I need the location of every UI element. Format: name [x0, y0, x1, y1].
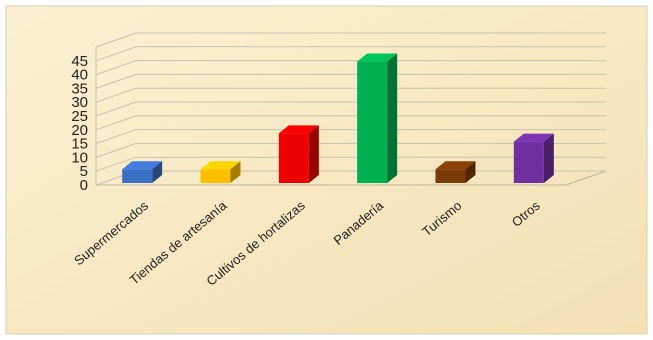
bar-side: [465, 161, 476, 183]
gridline-side: [95, 32, 137, 48]
gridline-side: [95, 129, 137, 145]
gridline-side: [95, 156, 137, 172]
y-tick-label: 45: [71, 53, 88, 70]
y-tick-label: 35: [71, 80, 88, 97]
bar-top: [513, 133, 554, 142]
bar-front: [513, 141, 544, 183]
bar: [513, 133, 554, 183]
bar: [200, 161, 241, 183]
bar-side: [308, 125, 319, 183]
bar-front: [278, 133, 309, 183]
gridline-side: [95, 60, 137, 76]
bar-top: [278, 125, 319, 134]
bar: [122, 161, 163, 183]
bar-front: [122, 169, 153, 183]
y-tick-label: 0: [80, 177, 88, 194]
bar-front: [435, 169, 466, 183]
bar: [278, 125, 319, 183]
bar-top: [122, 161, 163, 170]
bar-side: [543, 133, 554, 183]
bar: [357, 53, 398, 184]
y-tick-label: 40: [71, 67, 88, 84]
bars-layer: [122, 53, 554, 184]
bar-side: [152, 161, 163, 183]
bar-side: [387, 53, 398, 184]
y-tick-label: 20: [71, 122, 88, 139]
gridline-side: [95, 115, 137, 131]
bar: [435, 161, 476, 183]
y-tick-label: 15: [71, 136, 88, 153]
floor-right-edge: [565, 170, 607, 186]
gridline-side: [95, 101, 137, 117]
y-tick-label: 30: [71, 94, 88, 111]
gridline-side: [95, 46, 137, 62]
bar-top: [200, 161, 241, 170]
y-tick-label: 5: [80, 163, 88, 180]
bar-top: [435, 161, 476, 170]
bar-top: [357, 53, 398, 62]
bar-front: [200, 169, 231, 183]
bar-front: [357, 61, 388, 184]
gridline-side: [95, 73, 137, 89]
gridline-side: [95, 142, 137, 158]
gridline-side: [95, 87, 137, 103]
y-tick-label: 10: [71, 149, 88, 166]
y-tick-label: 25: [71, 108, 88, 125]
bar-side: [230, 161, 241, 183]
